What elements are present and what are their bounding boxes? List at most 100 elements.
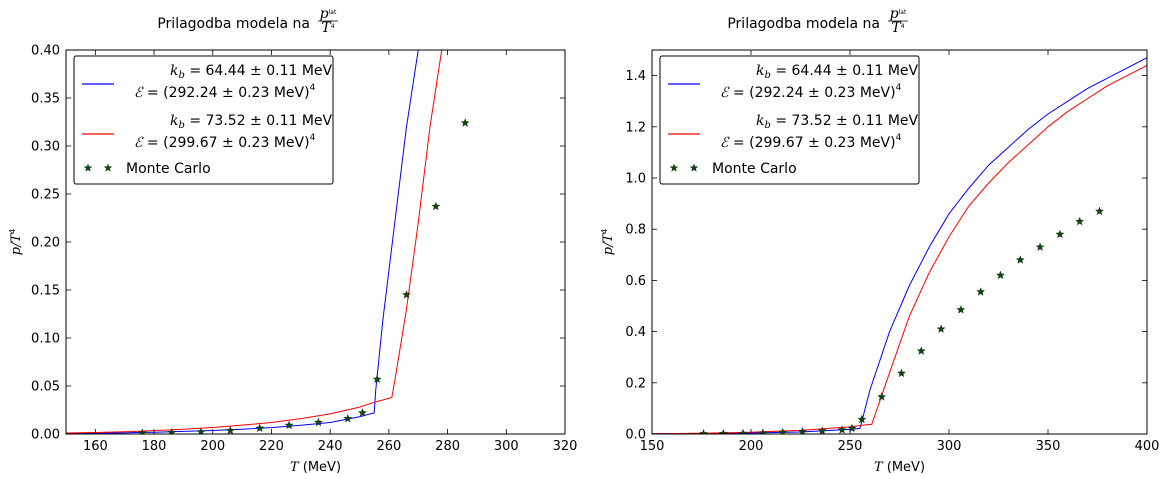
monte-carlo-point xyxy=(431,201,441,211)
legend-box xyxy=(73,55,334,185)
x-tick-label: 280 xyxy=(435,439,460,454)
x-tick-label: 200 xyxy=(200,439,225,454)
monte-carlo-point xyxy=(738,428,748,434)
monte-carlo-point xyxy=(817,426,827,434)
y-tick-label: 0.2 xyxy=(625,376,646,391)
y-tick-label: 0.10 xyxy=(31,332,60,347)
x-tick-label: 300 xyxy=(937,439,962,454)
series-line-2 xyxy=(652,64,1147,434)
series-line-1 xyxy=(652,57,1147,434)
x-tick-label: 150 xyxy=(640,439,665,454)
chart-title-text: Prilagodba modela na xyxy=(727,16,880,32)
x-tick-label: 160 xyxy=(83,439,108,454)
title-fraction-denominator: T4 xyxy=(891,20,904,36)
y-tick-label: 1.0 xyxy=(625,172,646,187)
legend-entry-line2: ℰ = (299.67 ± 0.23 MeV)4 xyxy=(134,133,316,151)
legend-entry-monte-carlo: Monte Carlo xyxy=(712,161,797,177)
y-tick-label: 0.20 xyxy=(31,236,60,251)
x-tick-label: 350 xyxy=(1036,439,1061,454)
legend-entry-monte-carlo: Monte Carlo xyxy=(126,161,211,177)
legend-entry-line1: kb = 64.44 ± 0.11 MeV xyxy=(756,63,919,81)
monte-carlo-point xyxy=(758,428,768,434)
title-fraction-numerator: plat xyxy=(890,6,907,22)
y-axis-label: p/T4 xyxy=(8,229,24,255)
monte-carlo-point xyxy=(996,270,1005,280)
monte-carlo-point xyxy=(778,427,788,434)
legend-star-marker xyxy=(103,163,113,172)
x-tick-label: 220 xyxy=(259,439,284,454)
legend-star-marker xyxy=(669,163,679,172)
y-axis-label: p/T4 xyxy=(600,229,616,255)
legend-star-marker xyxy=(689,163,699,172)
monte-carlo-point xyxy=(857,414,867,424)
monte-carlo-point xyxy=(255,423,265,432)
y-tick-label: 0.05 xyxy=(31,380,60,395)
y-tick-label: 0.40 xyxy=(31,44,60,59)
y-tick-label: 0.4 xyxy=(625,325,646,340)
y-tick-label: 0.35 xyxy=(31,92,60,107)
x-tick-label: 180 xyxy=(142,439,167,454)
monte-carlo-point xyxy=(402,290,411,299)
monte-carlo-point xyxy=(1015,255,1025,264)
x-axis-label: T (MeV) xyxy=(290,460,341,475)
monte-carlo-point xyxy=(877,392,887,401)
plot-area xyxy=(66,50,470,434)
monte-carlo-point xyxy=(1055,229,1065,239)
y-tick-label: 1.2 xyxy=(625,120,646,135)
y-tick-label: 0.0 xyxy=(625,428,646,443)
monte-carlo-point xyxy=(916,346,926,355)
monte-carlo-point xyxy=(936,324,946,333)
monte-carlo-point xyxy=(358,408,367,417)
monte-carlo-point xyxy=(956,305,966,314)
y-tick-label: 0.30 xyxy=(31,140,60,155)
y-tick-label: 0.25 xyxy=(31,188,60,203)
monte-carlo-point xyxy=(718,429,728,434)
monte-carlo-point xyxy=(1095,206,1104,216)
monte-carlo-point xyxy=(314,417,323,427)
y-tick-label: 0.15 xyxy=(31,284,60,299)
axes-frame xyxy=(651,49,1148,435)
y-tick-label: 0.00 xyxy=(31,428,60,443)
monte-carlo-point xyxy=(284,420,294,430)
monte-carlo-point xyxy=(137,428,147,434)
title-fraction-denominator: T4 xyxy=(321,20,334,36)
legend-box xyxy=(659,55,920,185)
monte-carlo-point xyxy=(837,425,847,434)
y-tick-label: 1.4 xyxy=(625,69,646,84)
x-tick-label: 300 xyxy=(494,439,519,454)
x-tick-label: 200 xyxy=(739,439,764,454)
monte-carlo-point xyxy=(225,426,235,434)
monte-carlo-point xyxy=(897,368,906,378)
monte-carlo-point xyxy=(976,287,986,296)
monte-carlo-point xyxy=(167,427,177,434)
chart-title-text: Prilagodba modela na xyxy=(157,16,310,32)
x-tick-label: 260 xyxy=(376,439,401,454)
monte-carlo-point xyxy=(1035,242,1045,251)
monte-carlo-point xyxy=(372,374,382,384)
legend-entry-line1: kb = 73.52 ± 0.11 MeV xyxy=(756,113,919,131)
legend-entry-line2: ℰ = (292.24 ± 0.23 MeV)4 xyxy=(134,83,316,101)
plot-area xyxy=(652,57,1147,434)
legend: kb = 64.44 ± 0.11 MeV ℰ = (292.24 ± 0.23 … xyxy=(659,55,920,185)
legend-entry-line2: ℰ = (292.24 ± 0.23 MeV)4 xyxy=(720,83,902,101)
monte-carlo-point xyxy=(847,423,857,433)
x-tick-label: 320 xyxy=(553,439,578,454)
legend: kb = 64.44 ± 0.11 MeV ℰ = (292.24 ± 0.23 … xyxy=(73,55,334,185)
title-fraction-numerator: plat xyxy=(320,6,337,22)
x-tick-label: 400 xyxy=(1135,439,1160,454)
y-tick-label: 0.6 xyxy=(625,274,646,289)
legend-entry-line1: kb = 73.52 ± 0.11 MeV xyxy=(170,113,333,131)
x-axis-label: T (MeV) xyxy=(874,460,925,475)
monte-carlo-point xyxy=(699,429,708,434)
legend-star-marker xyxy=(83,163,93,172)
monte-carlo-point xyxy=(1075,216,1085,226)
legend-entry-line2: ℰ = (299.67 ± 0.23 MeV)4 xyxy=(720,133,902,151)
monte-carlo-point xyxy=(343,414,353,423)
x-tick-label: 240 xyxy=(318,439,343,454)
series-line-1 xyxy=(66,50,419,434)
